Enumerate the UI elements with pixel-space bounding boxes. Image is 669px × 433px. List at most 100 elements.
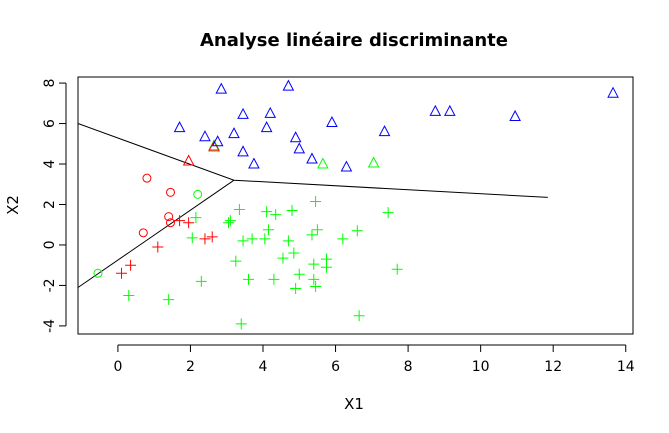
y-tick-label: 0 [42, 240, 58, 249]
point-triangle [199, 130, 211, 142]
point-triangle [237, 145, 249, 157]
point-triangle [182, 154, 195, 166]
x-tick-label: 2 [186, 359, 195, 375]
x-tick-label: 14 [617, 359, 635, 375]
point-circle [142, 173, 152, 183]
point-circle [166, 187, 175, 197]
y-axis: -4 -2 0 2 4 6 8 [42, 79, 67, 333]
point-triangle [509, 109, 521, 121]
point-plus [311, 224, 323, 236]
point-plus [306, 229, 318, 241]
decision-boundary-line [77, 179, 235, 288]
y-tick-label: 2 [42, 200, 58, 209]
point-plus [293, 268, 305, 280]
point-triangle [260, 121, 273, 133]
x-tick-label: 4 [259, 359, 268, 375]
point-plus [237, 235, 249, 247]
x-axis-label: X1 [344, 395, 364, 413]
point-plus [288, 247, 300, 259]
point-triangle [429, 104, 442, 116]
point-plus [206, 231, 218, 243]
point-triangle [173, 121, 186, 133]
point-plus [337, 233, 349, 245]
point-plus [125, 259, 137, 271]
x-axis: 0 2 4 6 8 10 12 14 [113, 344, 635, 375]
point-plus [353, 310, 365, 322]
point-plus [152, 241, 164, 253]
point-plus [199, 233, 211, 245]
point-plus [268, 273, 280, 285]
point-plus [308, 258, 320, 270]
point-plus [382, 207, 394, 219]
point-plus [242, 273, 254, 285]
point-triangle [289, 131, 302, 143]
point-triangle [443, 104, 456, 116]
point-plus [233, 204, 245, 216]
point-triangle [211, 135, 224, 147]
point-triangle [367, 156, 380, 168]
point-plus [223, 217, 235, 229]
decision-boundary-line [77, 123, 548, 198]
x-tick-label: 8 [404, 359, 413, 375]
point-plus [261, 206, 273, 218]
point-plus [286, 205, 298, 217]
point-plus [183, 217, 195, 229]
point-plus [190, 212, 202, 224]
point-triangle [317, 157, 329, 169]
point-triangle [264, 106, 277, 118]
point-triangle [607, 86, 619, 98]
point-triangle [248, 157, 260, 169]
point-plus [282, 235, 294, 247]
point-plus [310, 280, 322, 292]
chart-title: Analyse linéaire discriminante [200, 30, 508, 51]
y-axis-label: X2 [4, 195, 22, 215]
point-plus [308, 273, 320, 285]
point-plus [290, 282, 302, 294]
y-tick-label: 8 [42, 79, 58, 88]
point-plus [320, 261, 332, 273]
data-points [93, 79, 619, 330]
point-plus [235, 318, 247, 330]
point-plus [351, 225, 363, 237]
point-plus [262, 224, 274, 236]
plot-area-frame [77, 76, 634, 335]
point-triangle [237, 107, 249, 119]
point-triangle [228, 127, 240, 139]
x-tick-label: 10 [472, 359, 490, 375]
point-plus [270, 209, 282, 221]
point-plus [246, 233, 258, 245]
point-triangle [378, 125, 391, 137]
point-circle [193, 189, 203, 199]
y-tick-label: 6 [42, 119, 58, 128]
point-plus [310, 195, 322, 207]
point-triangle [293, 142, 306, 154]
point-triangle [326, 115, 338, 128]
point-plus [195, 275, 207, 287]
y-tick-label: 4 [42, 159, 58, 168]
point-circle [164, 212, 174, 222]
point-plus [277, 252, 289, 264]
point-triangle [306, 152, 318, 164]
point-triangle [215, 82, 228, 94]
y-tick-label: -4 [42, 319, 58, 333]
point-triangle [282, 79, 295, 91]
point-plus [224, 215, 236, 227]
point-plus [174, 215, 186, 227]
point-plus [116, 267, 128, 279]
x-tick-label: 0 [113, 359, 122, 375]
point-triangle [340, 160, 353, 172]
point-plus [123, 290, 135, 302]
x-tick-label: 6 [331, 359, 340, 375]
point-plus [391, 263, 403, 275]
point-plus [163, 294, 175, 306]
point-circle [138, 228, 148, 238]
point-circle [166, 218, 175, 228]
x-tick-label: 12 [544, 359, 562, 375]
point-circle [93, 268, 103, 278]
y-tick-label: -2 [42, 278, 58, 292]
point-plus [259, 233, 271, 245]
point-plus [186, 232, 198, 244]
decision-boundaries [77, 123, 548, 288]
point-plus [230, 255, 242, 267]
